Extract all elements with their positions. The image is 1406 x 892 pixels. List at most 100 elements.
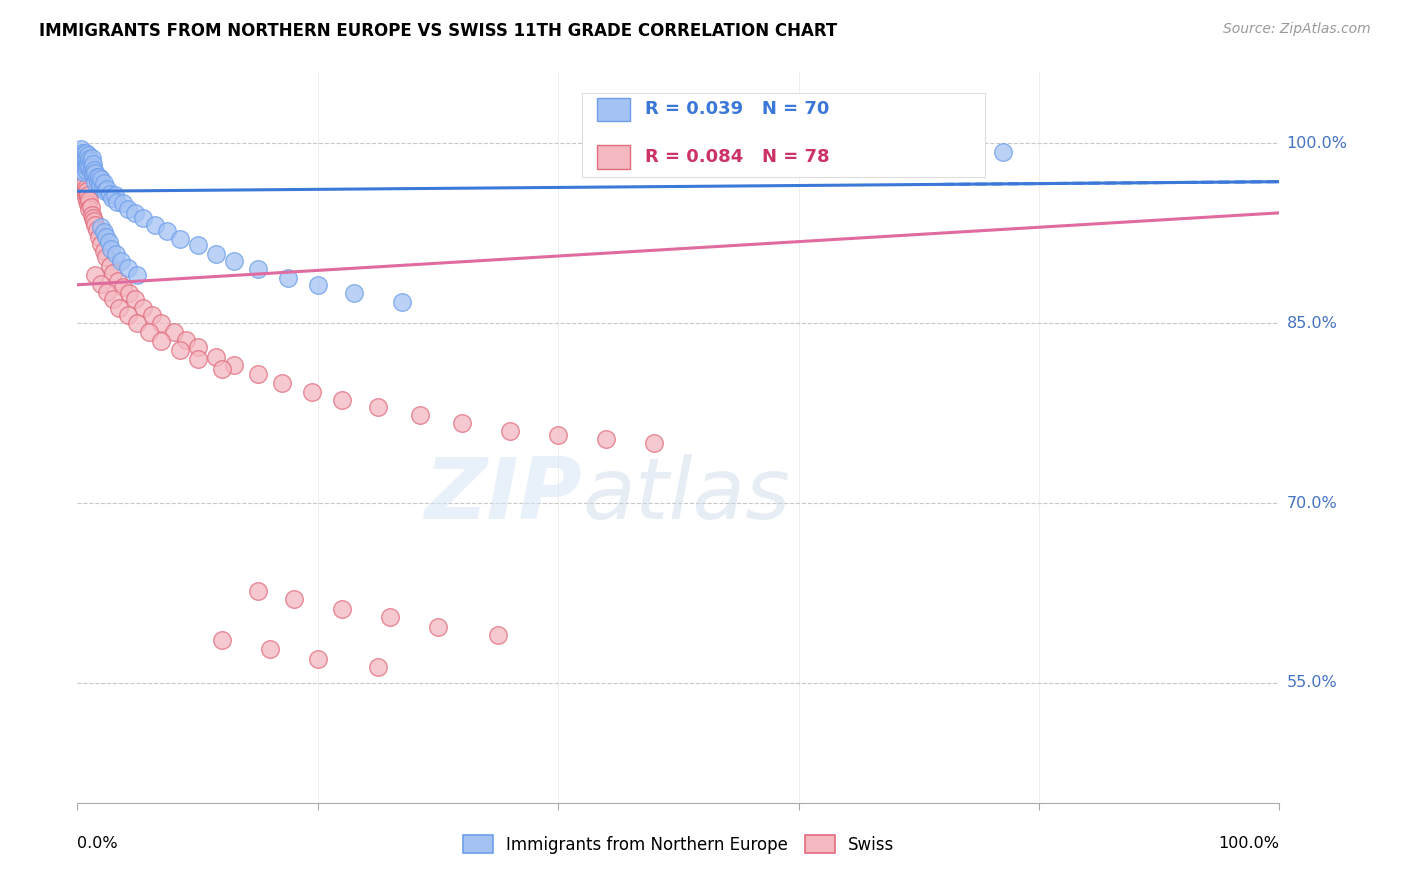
Point <box>222 253 245 268</box>
Point <box>80 161 103 175</box>
Point <box>90 277 112 291</box>
Point <box>84 218 107 232</box>
Point <box>69 176 91 190</box>
Point <box>89 178 111 193</box>
Point <box>343 286 366 301</box>
Point <box>70 182 93 196</box>
Point <box>73 151 96 165</box>
Point <box>103 292 125 306</box>
Point <box>75 180 97 194</box>
Point <box>87 230 110 244</box>
Point <box>96 182 118 196</box>
Point <box>70 172 93 186</box>
Point <box>77 157 100 171</box>
Point <box>101 191 124 205</box>
Point <box>77 148 100 162</box>
Point <box>75 145 97 160</box>
Point <box>259 642 281 657</box>
Text: 85.0%: 85.0% <box>1286 316 1337 331</box>
Point <box>246 583 269 598</box>
Point <box>75 154 97 169</box>
Point <box>162 325 184 339</box>
Point <box>127 316 149 330</box>
Point <box>79 164 101 178</box>
Point <box>330 392 353 407</box>
Point <box>79 154 101 169</box>
Point <box>69 166 91 180</box>
Point <box>100 242 122 256</box>
Point <box>277 270 299 285</box>
Point <box>595 433 617 447</box>
Point <box>79 161 101 175</box>
Point <box>222 358 245 372</box>
Point <box>80 151 103 165</box>
Point <box>70 145 93 160</box>
Point <box>186 340 209 354</box>
Point <box>83 162 105 177</box>
Point <box>75 190 97 204</box>
Point <box>108 301 131 315</box>
Point <box>124 206 146 220</box>
Point <box>70 158 93 172</box>
Point <box>204 246 226 260</box>
Point <box>72 178 94 193</box>
Point <box>76 159 98 173</box>
Point <box>211 632 233 647</box>
FancyBboxPatch shape <box>582 94 986 178</box>
Point <box>70 162 93 177</box>
Point <box>86 222 108 236</box>
Point <box>96 230 118 244</box>
Point <box>118 286 141 301</box>
Point <box>127 268 149 283</box>
Point <box>83 214 105 228</box>
Text: IMMIGRANTS FROM NORTHERN EUROPE VS SWISS 11TH GRADE CORRELATION CHART: IMMIGRANTS FROM NORTHERN EUROPE VS SWISS… <box>39 22 838 40</box>
Point <box>98 259 121 273</box>
Point <box>69 154 91 169</box>
Text: 0.0%: 0.0% <box>77 836 118 851</box>
Point <box>76 184 98 198</box>
Point <box>486 628 509 642</box>
Point <box>70 151 93 165</box>
Point <box>246 367 269 381</box>
Point <box>84 166 107 180</box>
Point <box>93 176 115 190</box>
Text: R = 0.084   N = 78: R = 0.084 N = 78 <box>645 148 830 166</box>
Point <box>330 601 353 615</box>
Point <box>82 166 104 180</box>
Text: ZIP: ZIP <box>425 454 582 537</box>
Point <box>73 175 96 189</box>
Point <box>150 316 173 330</box>
Point <box>82 157 104 171</box>
Point <box>103 266 125 280</box>
Text: 70.0%: 70.0% <box>1286 496 1337 510</box>
Point <box>211 361 233 376</box>
Point <box>72 148 94 162</box>
Point <box>409 409 432 423</box>
Point <box>77 197 100 211</box>
Point <box>82 211 104 225</box>
Point <box>427 619 450 633</box>
Point <box>367 660 389 674</box>
Point <box>307 277 329 292</box>
Point <box>174 333 197 347</box>
Point <box>75 162 97 177</box>
Point <box>169 232 191 246</box>
Text: R = 0.039   N = 70: R = 0.039 N = 70 <box>645 101 830 119</box>
Point <box>79 202 101 217</box>
Point <box>204 350 226 364</box>
Point <box>90 172 112 186</box>
Point <box>90 220 112 235</box>
Point <box>67 161 90 175</box>
Point <box>547 427 569 442</box>
Point <box>93 225 115 239</box>
Point <box>156 224 179 238</box>
Point <box>69 148 91 162</box>
Point <box>246 262 269 277</box>
Point <box>93 244 115 259</box>
Point <box>70 177 93 191</box>
Point <box>169 343 191 357</box>
Point <box>105 195 128 210</box>
Point <box>97 235 120 249</box>
Point <box>111 196 134 211</box>
Point <box>132 211 155 225</box>
